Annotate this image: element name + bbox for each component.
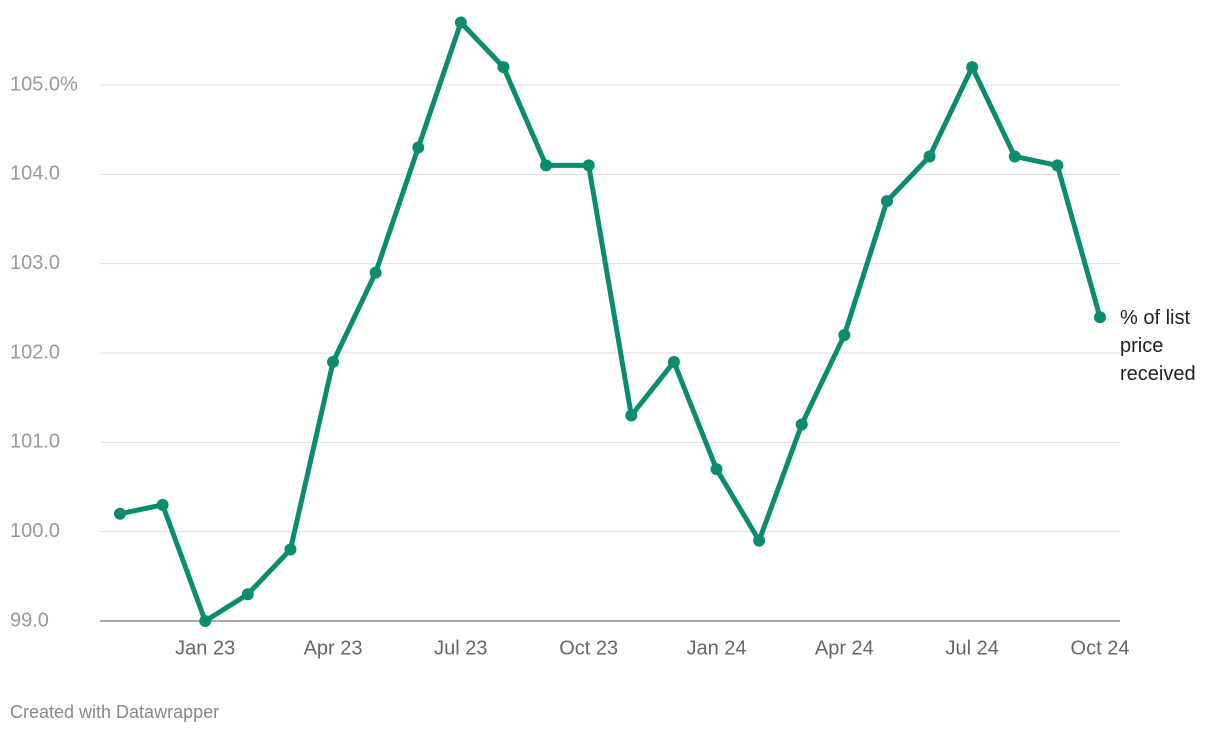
- point: [412, 141, 425, 154]
- point: [838, 329, 851, 342]
- point: [369, 266, 382, 279]
- x-tick-label: Oct 23: [559, 637, 618, 659]
- point: [753, 534, 766, 547]
- series-label: % of list price received: [1120, 307, 1196, 385]
- point: [1008, 150, 1021, 163]
- point: [923, 150, 936, 163]
- point: [497, 61, 510, 74]
- point: [156, 498, 169, 511]
- point: [241, 588, 254, 601]
- x-tick-label: Jan 23: [175, 637, 235, 659]
- x-tick-label: Apr 24: [815, 637, 874, 659]
- point: [880, 195, 893, 208]
- y-tick-label: 102.0: [10, 341, 60, 363]
- point: [710, 463, 723, 476]
- footer: Created with Datawrapper: [10, 702, 220, 722]
- y-tick-label: 104.0: [10, 163, 60, 185]
- line: [117, 19, 1103, 624]
- point: [1051, 159, 1064, 172]
- x-tick-label: Jul 23: [434, 637, 487, 659]
- x-tick-label: Oct 24: [1071, 637, 1130, 659]
- point: [1094, 311, 1106, 324]
- y-tick-label: 105.0%: [10, 73, 78, 95]
- point: [667, 355, 680, 368]
- point: [625, 409, 638, 422]
- point: [114, 507, 126, 520]
- y-tick-label: 99.0: [10, 609, 49, 631]
- x-tick-label: Apr 23: [304, 637, 363, 659]
- point: [966, 61, 979, 74]
- point: [795, 418, 808, 431]
- point: [199, 615, 212, 627]
- x-tick-label: Jan 24: [686, 637, 746, 659]
- point: [327, 355, 340, 368]
- point: [540, 159, 553, 172]
- point: [454, 16, 467, 29]
- point: [582, 159, 595, 172]
- y-tick-label: 103.0: [10, 252, 60, 274]
- x-tick-label: Jul 24: [945, 637, 998, 659]
- y-tick-label: 100.0: [10, 520, 60, 542]
- point: [284, 543, 297, 556]
- y-tick-label: 101.0: [10, 431, 60, 453]
